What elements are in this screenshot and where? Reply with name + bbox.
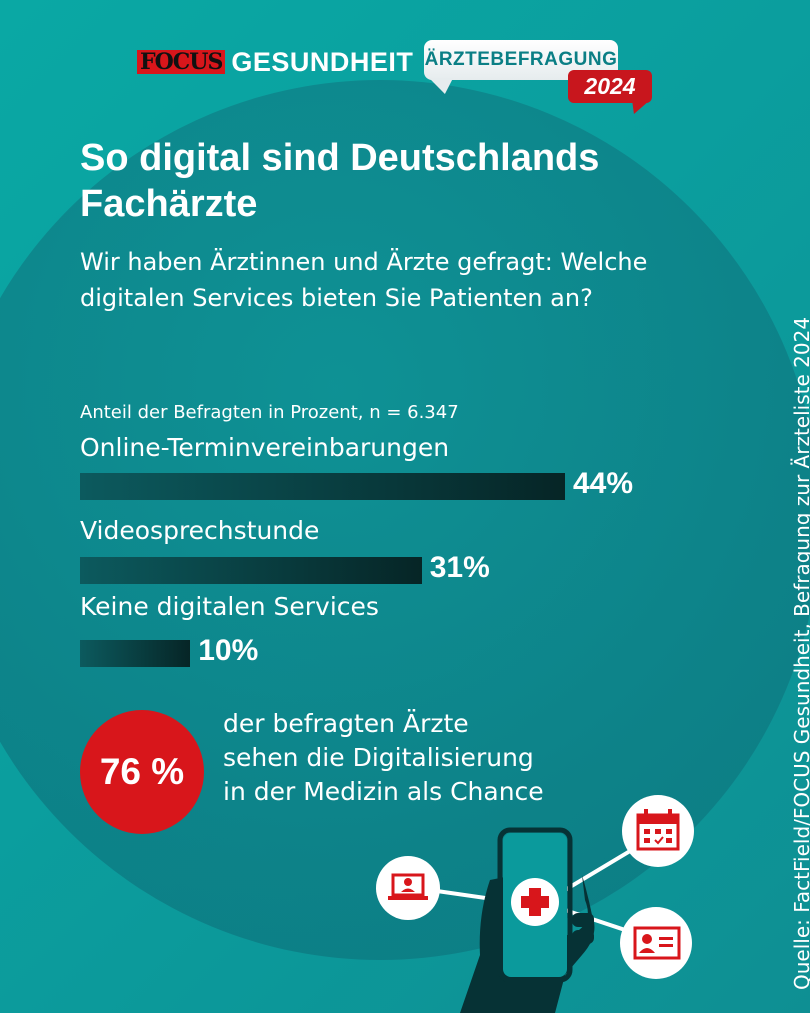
bar-value-label: 31% <box>429 551 490 584</box>
highlight-line: sehen die Digitalisierung <box>223 743 534 772</box>
bar-category-label: Keine digitalen Services <box>80 592 379 621</box>
page-title: So digital sind Deutschlands Fachärzte <box>80 137 600 225</box>
smartphone-icon <box>497 827 573 983</box>
bar <box>80 473 565 500</box>
medical-cross-icon <box>521 888 549 916</box>
laptop-icon <box>376 856 440 920</box>
bar-category-label: Online-Terminvereinbarungen <box>80 433 450 462</box>
highlight-line: in der Medizin als Chance <box>223 777 544 806</box>
digital-health-illustration <box>376 795 694 1013</box>
bar <box>80 640 191 667</box>
bar <box>80 557 422 584</box>
chart-note: Anteil der Befragten in Prozent, n = 6.3… <box>80 402 459 423</box>
page-subtitle: Wir haben Ärztinnen und Ärzte gefragt: W… <box>80 248 648 312</box>
calendar-icon <box>622 795 694 867</box>
header: FOCUS GESUNDHEIT <box>137 42 413 82</box>
highlight-value: 76 % <box>99 751 185 792</box>
bar-category-label: Videosprechstunde <box>80 516 320 545</box>
brand-name: GESUNDHEIT <box>231 46 414 77</box>
focus-logo: FOCUS <box>137 50 226 74</box>
highlight-line: der befragten Ärzte <box>223 709 469 738</box>
badge-tail <box>429 78 459 94</box>
bar-value-label: 44% <box>573 467 634 500</box>
id-card-icon <box>620 907 692 979</box>
source-note: Quelle: FactField/FOCUS Gesundheit, Befr… <box>790 316 810 990</box>
bar-value-label: 10% <box>198 634 259 667</box>
highlight-circle: 76 % <box>80 710 204 834</box>
year-badge: 2024 <box>568 70 652 103</box>
highlight-text: der befragten Ärzte sehen die Digitalisi… <box>223 707 544 809</box>
connector-line <box>563 843 642 892</box>
